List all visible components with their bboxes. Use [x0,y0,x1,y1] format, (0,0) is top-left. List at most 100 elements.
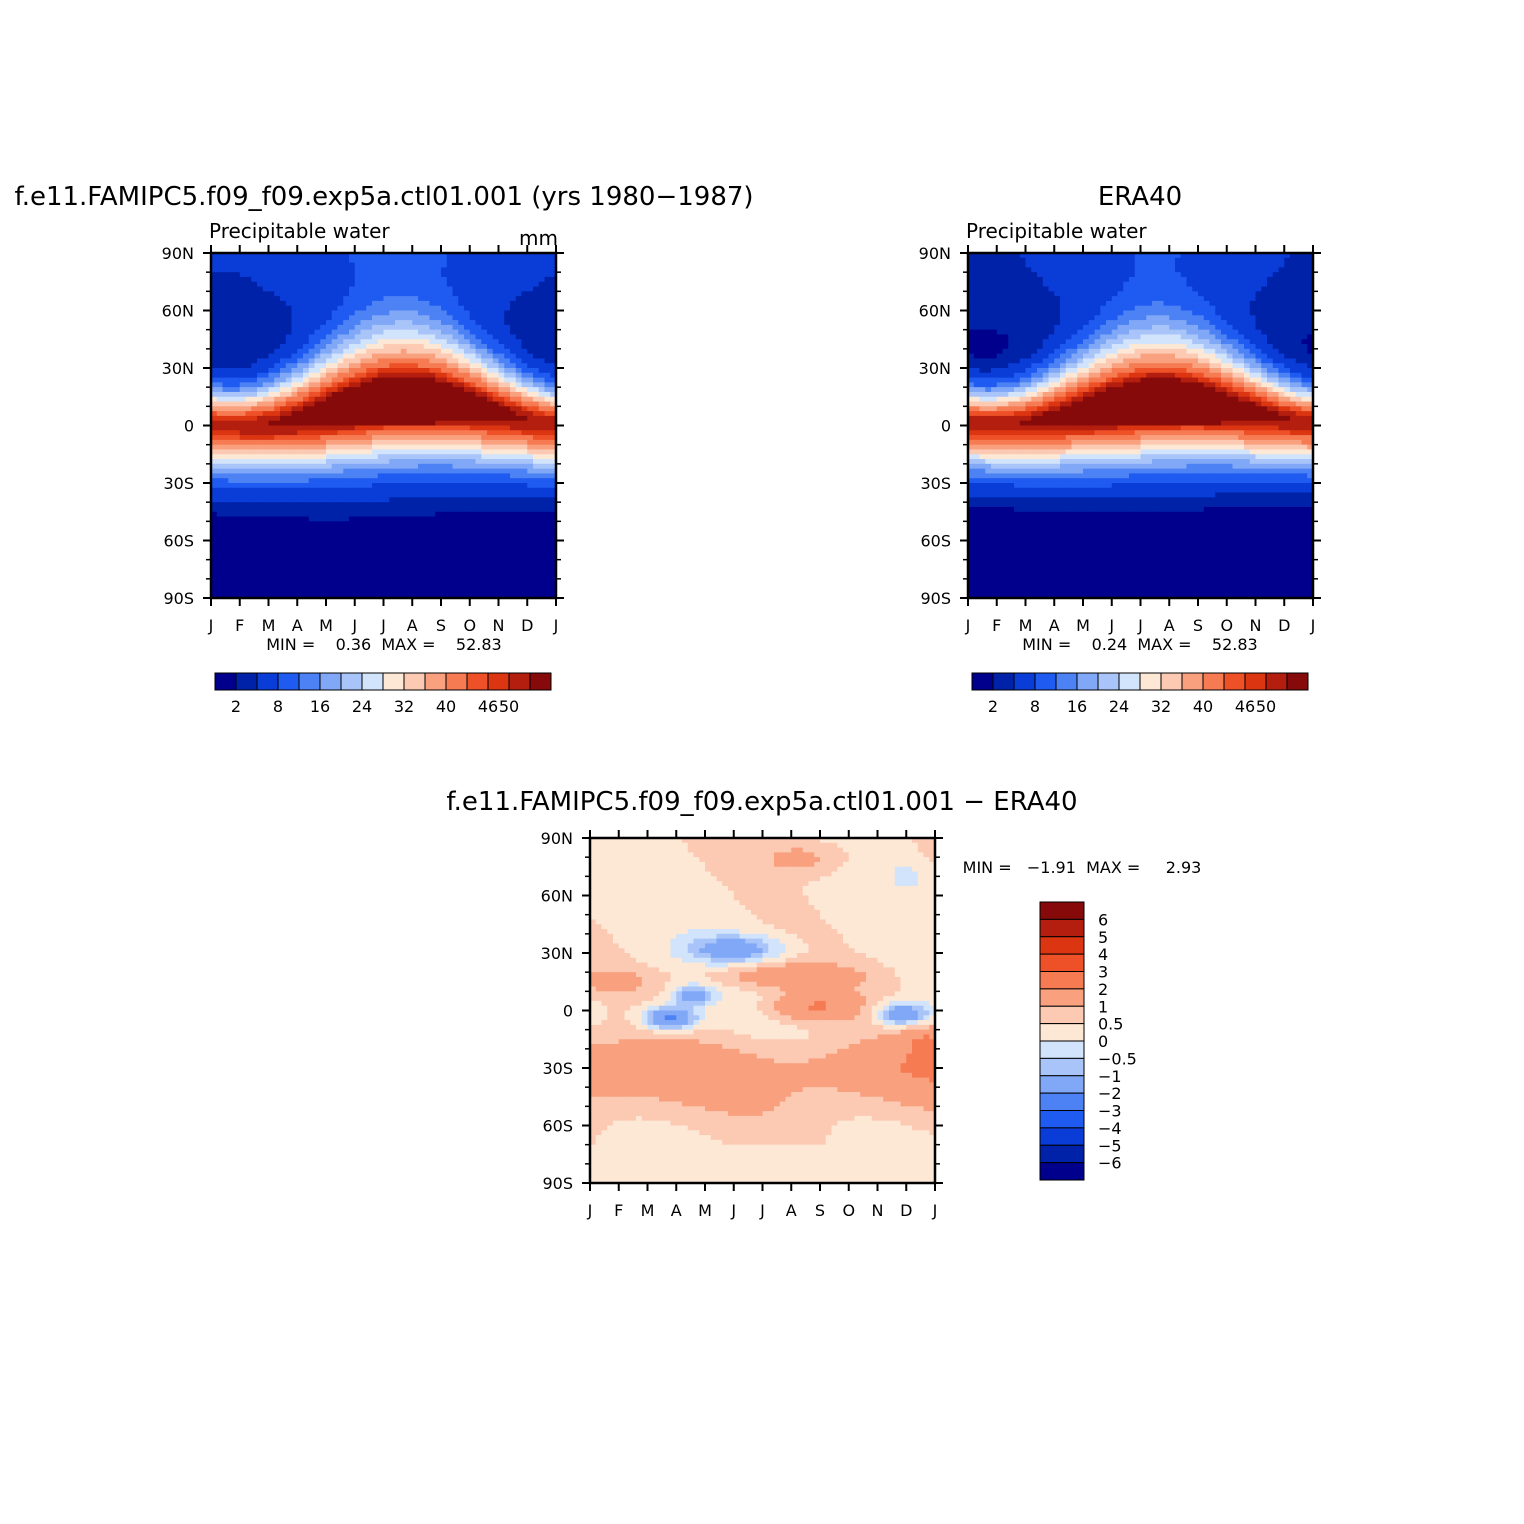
model-cell [458,320,465,326]
model-cell [400,454,408,460]
model-cell [498,521,505,527]
obs-cell [1031,291,1038,297]
obs-cell [1249,286,1257,292]
model-cell [475,391,482,398]
model-cell [326,300,333,307]
model-cell [297,478,304,484]
model-cell [377,344,385,350]
model-cell [337,396,344,403]
model-cell [360,344,367,350]
model-cell [216,339,224,345]
model-cell [274,439,281,446]
model-cell [268,305,275,312]
model-cell [343,353,350,360]
model-cell [314,473,321,479]
model-cell [291,459,298,465]
model-cell [510,483,517,489]
model-cell [239,478,247,484]
model-cell [251,372,258,379]
model-cell [446,411,454,417]
model-cell [446,267,454,273]
model-cell [349,396,356,403]
model-cell [550,483,557,489]
model-cell [498,454,505,460]
model-cell [216,329,224,336]
obs-cell [996,253,1004,259]
obs-cell [1163,276,1170,283]
model-cell [412,554,419,561]
model-cell [354,382,362,388]
model-cell [429,296,436,302]
model-cell [435,487,442,494]
model-cell [538,305,546,312]
model-cell [274,324,281,331]
model-cell [257,353,264,360]
model-cell [372,449,379,455]
model-cell [291,391,298,398]
model-cell [268,377,275,383]
model-cell [498,588,505,594]
obs-cell [1042,291,1050,297]
model-cell [515,310,523,316]
model-cell [487,463,494,470]
obs-cell [1267,253,1274,259]
model-cell [320,449,327,455]
model-cell [377,454,385,460]
model-cell [504,588,511,594]
model-cell [464,502,471,508]
obs-cell [1077,262,1084,268]
model-cell [446,430,454,436]
model-cell [441,583,448,590]
model-cell [492,348,500,355]
model-cell [216,353,224,360]
model-cell [441,276,448,283]
obs-cell [991,281,998,288]
model-cell [389,377,396,383]
obs-cell [996,281,1004,288]
model-cell [222,358,229,364]
obs-cell [991,286,998,292]
model-cell [377,487,385,494]
model-cell [498,502,505,508]
model-cell [372,430,379,436]
model-cell [343,516,350,522]
model-cell [303,583,310,590]
model-cell [239,272,247,278]
model-cell [498,550,505,556]
model-cell [469,459,477,465]
obs-cell [1060,291,1067,297]
model-cell [280,358,287,364]
model-cell [446,593,454,599]
model-cell [326,588,333,594]
model-cell [257,406,264,412]
model-cell [550,281,557,288]
model-cell [245,415,252,422]
model-cell [216,478,224,484]
model-cell [372,545,379,551]
model-cell [498,559,505,566]
model-cell [464,276,471,283]
model-cell [464,454,471,460]
model-cell [216,449,224,455]
model-cell [274,540,281,546]
model-cell [435,420,442,427]
model-cell [239,459,247,465]
model-cell [423,559,431,566]
model-cell [360,459,367,465]
model-cell [446,406,454,412]
model-cell [544,291,551,297]
obs-cell [1100,286,1107,292]
model-cell [354,411,362,417]
model-cell [320,320,327,326]
model-cell [533,574,540,580]
model-cell [452,420,459,427]
model-cell [423,516,431,522]
model-cell [326,401,333,407]
model-cell [268,267,275,273]
obs-cell [973,262,981,268]
model-cell [441,382,448,388]
obs-cell [1054,253,1061,259]
model-cell [326,276,333,283]
model-cell [538,459,546,465]
model-cell [498,257,505,264]
